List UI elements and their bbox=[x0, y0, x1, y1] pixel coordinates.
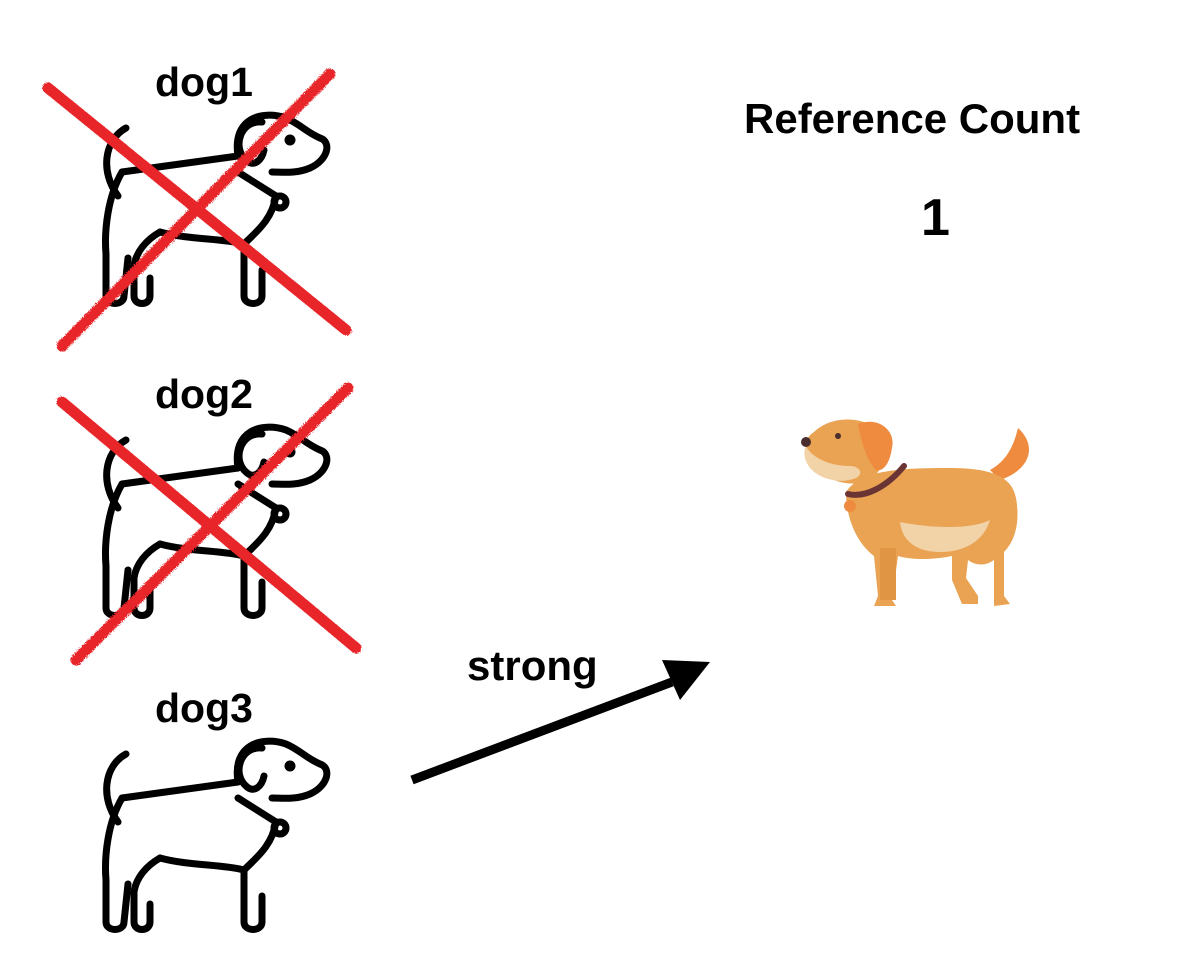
dog1-cross-mark bbox=[42, 68, 352, 352]
dog2-label: dog2 bbox=[155, 371, 253, 417]
strong-arrow bbox=[410, 660, 710, 785]
reference-count-value: 1 bbox=[921, 189, 950, 247]
reference-count-title: Reference Count bbox=[744, 95, 1081, 142]
arrow-label: strong bbox=[467, 642, 598, 689]
shared-dog-icon bbox=[801, 419, 1030, 606]
dog2-cross-mark bbox=[56, 382, 362, 666]
dog3-label: dog3 bbox=[155, 685, 253, 731]
dog3-outline-icon bbox=[106, 741, 327, 929]
dog1-label: dog1 bbox=[155, 59, 253, 105]
